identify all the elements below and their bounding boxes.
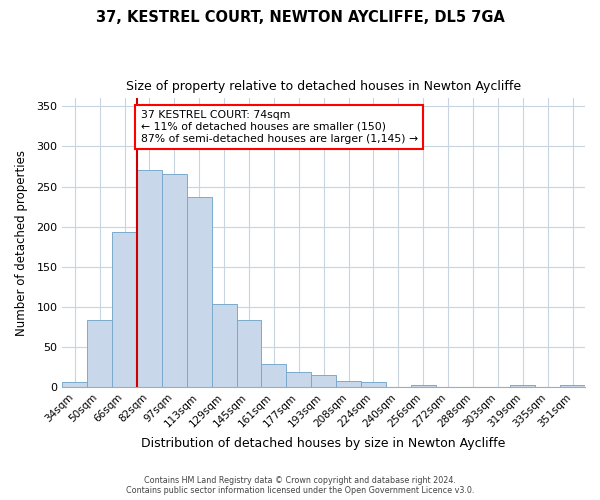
Bar	[262, 364, 286, 387]
Y-axis label: Number of detached properties: Number of detached properties	[15, 150, 28, 336]
Bar	[361, 382, 386, 387]
Bar	[286, 372, 311, 387]
Bar	[162, 174, 187, 387]
Text: 37, KESTREL COURT, NEWTON AYCLIFFE, DL5 7GA: 37, KESTREL COURT, NEWTON AYCLIFFE, DL5 …	[95, 10, 505, 25]
Bar	[236, 320, 262, 387]
Bar	[311, 375, 336, 387]
Bar	[187, 197, 212, 387]
Text: Contains HM Land Registry data © Crown copyright and database right 2024.
Contai: Contains HM Land Registry data © Crown c…	[126, 476, 474, 495]
Title: Size of property relative to detached houses in Newton Aycliffe: Size of property relative to detached ho…	[126, 80, 521, 93]
Bar	[511, 386, 535, 387]
Bar	[87, 320, 112, 387]
Bar	[137, 170, 162, 387]
X-axis label: Distribution of detached houses by size in Newton Aycliffe: Distribution of detached houses by size …	[142, 437, 506, 450]
Bar	[62, 382, 87, 387]
Bar	[112, 232, 137, 387]
Bar	[212, 304, 236, 387]
Text: 37 KESTREL COURT: 74sqm
← 11% of detached houses are smaller (150)
87% of semi-d: 37 KESTREL COURT: 74sqm ← 11% of detache…	[141, 110, 418, 144]
Bar	[336, 382, 361, 387]
Bar	[411, 386, 436, 387]
Bar	[560, 386, 585, 387]
